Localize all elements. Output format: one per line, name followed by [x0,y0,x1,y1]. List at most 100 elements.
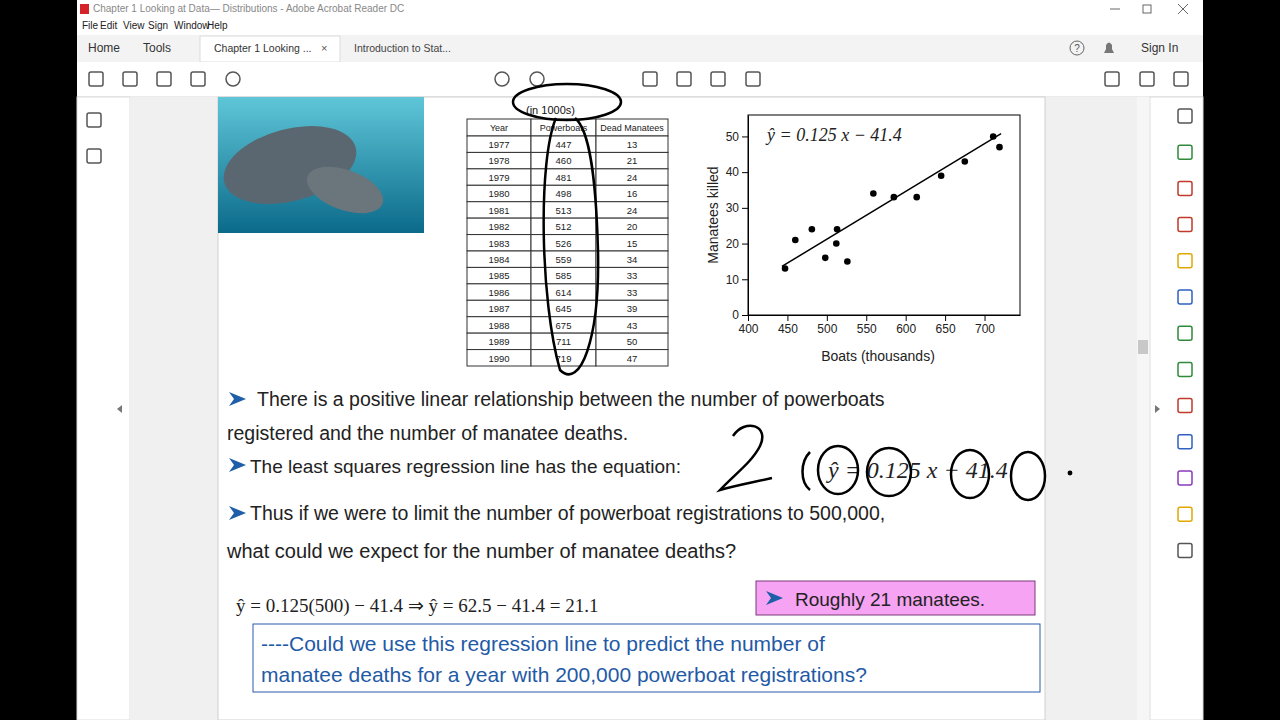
table-header-cell [596,119,668,136]
x-tick: 550 [857,315,877,336]
table-cell [467,300,531,316]
bullet-arrow [766,591,783,605]
table-value: 13 [627,139,638,150]
toolbar-button[interactable] [643,72,657,86]
attachments-button[interactable] [87,149,101,163]
tool-shortcut[interactable] [1178,362,1192,376]
active-tab[interactable] [200,36,340,62]
tool-shortcut[interactable] [1178,471,1192,485]
menu-item[interactable]: Help [207,20,228,31]
table-cell [467,350,531,366]
toolbar-button[interactable] [677,72,691,86]
toolbar-button[interactable] [191,72,205,86]
x-tick-label: 500 [817,322,837,336]
toolbar-button[interactable] [226,72,240,86]
toolbar-button[interactable] [89,72,103,86]
manatee-shape [301,158,390,223]
tool-shortcut[interactable] [1178,326,1192,340]
nav-tab[interactable]: Home [88,41,120,55]
tool-shortcut[interactable] [1178,109,1192,123]
tool-shortcut[interactable] [1178,507,1192,521]
x-tick-mark [906,315,907,321]
tool-shortcut-shape [1178,362,1192,376]
tool-shortcut[interactable] [1178,435,1192,449]
page-nav-button[interactable] [530,72,544,86]
toolbar-button-shape [1105,72,1119,86]
table-cell [596,136,668,152]
tool-shortcut-shape [1178,435,1192,449]
x-tick-label: 550 [857,322,877,336]
left-panel [77,97,130,720]
thumbnails-button[interactable] [87,113,101,127]
thumbnails-button-shape [87,113,101,127]
data-point [792,237,799,244]
ink-bracket [803,452,811,490]
table-value: 39 [627,303,638,314]
tool-shortcut[interactable] [1178,290,1192,304]
scroll-thumb[interactable] [1138,340,1148,354]
table-cell [531,235,596,251]
data-point [833,240,840,247]
page-nav-button[interactable] [495,72,509,86]
menu-item[interactable]: Sign [148,20,168,31]
tool-shortcut[interactable] [1178,145,1192,159]
tool-shortcut-shape [1178,326,1192,340]
toolbar-button[interactable] [711,72,725,86]
tool-shortcut[interactable] [1178,399,1192,413]
y-tick-mark [742,315,748,316]
table-value: 512 [556,221,572,232]
tool-shortcut-shape [1178,254,1192,268]
table-value: 33 [627,287,638,298]
toolbar-button[interactable] [1105,72,1119,86]
table-cell [467,317,531,333]
x-tick-mark [748,315,749,321]
sign-in-button[interactable]: Sign In [1141,41,1178,55]
y-tick-mark [742,172,748,173]
collapse-right[interactable] [1155,405,1160,413]
menu-item[interactable]: View [123,20,145,31]
menu-item[interactable]: Window [174,20,210,31]
collapse-left[interactable] [117,405,122,413]
data-point [822,255,829,262]
tool-shortcut[interactable] [1178,543,1192,557]
table-value: 1990 [488,353,509,364]
table-cell [467,169,531,185]
table-cell [596,169,668,185]
menu-item[interactable]: Edit [100,20,117,31]
app-icon [80,4,89,14]
toolbar-button[interactable] [1140,72,1154,86]
toolbar-button[interactable] [746,72,760,86]
table-cell [596,235,668,251]
table-value: 585 [556,270,572,281]
y-tick-mark [742,208,748,209]
minimize-button[interactable] [1110,9,1120,10]
table-cell [596,267,668,283]
table-cell [596,333,668,349]
table-cell [596,284,668,300]
tab-close[interactable]: × [321,42,327,54]
toolbar-button[interactable] [157,72,171,86]
help-button[interactable] [1070,41,1084,55]
tool-shortcut[interactable] [1178,254,1192,268]
menu-item[interactable]: File [82,20,99,31]
bullet-text: There is a positive linear relationship … [257,388,885,410]
bullet-text: The least squares regression line has th… [250,456,681,477]
table-cell [467,152,531,168]
toolbar-button[interactable] [1174,72,1188,86]
tool-shortcut[interactable] [1178,181,1192,195]
document-tab-label[interactable]: Chapter 1 Looking ... [214,42,311,54]
close-window-button[interactable] [1178,4,1188,14]
restore-button[interactable] [1143,5,1151,13]
toolbar-button[interactable] [123,72,137,86]
notifications-button[interactable] [1104,43,1114,54]
tool-shortcut[interactable] [1178,218,1192,232]
y-tick-label: 50 [726,130,740,144]
x-tick-mark [945,315,946,321]
page-nav-button-shape [530,72,544,86]
data-point [938,172,945,179]
table-value: 1983 [488,238,509,249]
nav-tab[interactable]: Tools [143,41,171,55]
table-cell [467,267,531,283]
bullet-arrow [229,458,246,472]
document-tab-label[interactable]: Introduction to Stat... [354,42,451,54]
